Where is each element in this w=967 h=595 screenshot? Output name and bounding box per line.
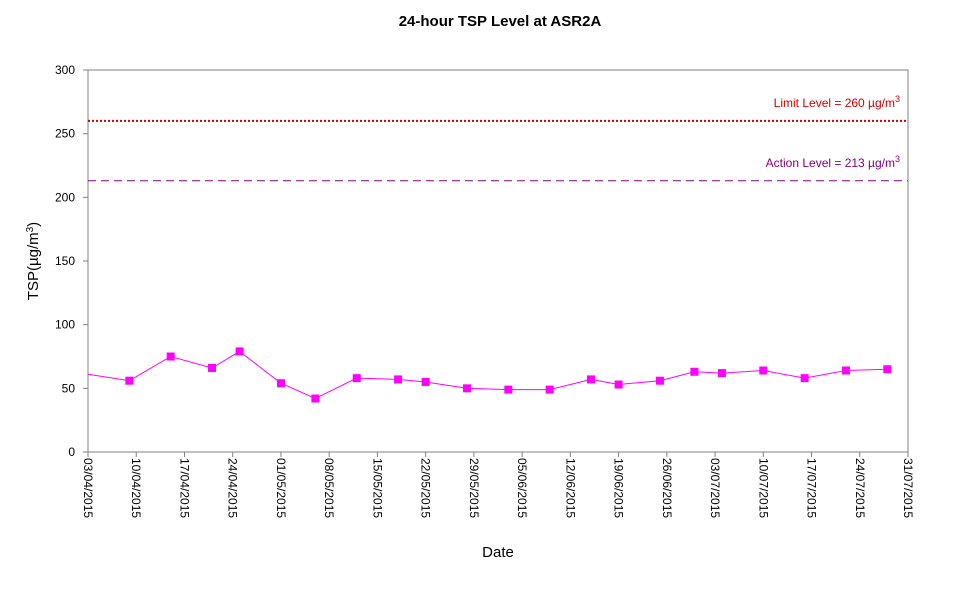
data-point bbox=[759, 366, 768, 375]
x-tick-label: 10/04/2015 bbox=[129, 458, 143, 518]
x-tick-label: 17/04/2015 bbox=[177, 458, 191, 518]
data-point bbox=[394, 375, 403, 384]
x-tick-label: 03/04/2015 bbox=[81, 458, 95, 518]
data-point bbox=[841, 366, 850, 375]
plot-area bbox=[87, 69, 909, 453]
y-axis-label-suffix: ) bbox=[25, 222, 42, 227]
x-tick-label: 01/05/2015 bbox=[274, 458, 288, 518]
data-point bbox=[462, 384, 471, 393]
x-axis: 03/04/2015 10/04/2015 17/04/2015 24/04/2015… bbox=[81, 452, 915, 518]
series-line bbox=[87, 350, 888, 400]
x-tick-label: 24/07/2015 bbox=[853, 458, 867, 518]
data-point bbox=[276, 379, 285, 388]
x-tick-label: 05/06/2015 bbox=[515, 458, 529, 518]
y-axis-label-superscript: 3 bbox=[25, 226, 36, 232]
data-point bbox=[352, 374, 361, 383]
data-point bbox=[587, 375, 596, 384]
x-tick-label: 10/07/2015 bbox=[756, 458, 770, 518]
reference-label-text: Action Level = 213 µg/m bbox=[766, 156, 895, 170]
data-point bbox=[208, 363, 217, 372]
x-tick-label: 26/06/2015 bbox=[660, 458, 674, 518]
data-point bbox=[883, 365, 892, 374]
x-tick-label: 19/06/2015 bbox=[612, 458, 626, 518]
limit-level-label: Limit Level = 260 µg/m3 bbox=[774, 94, 900, 110]
y-tick-label: 0 bbox=[68, 445, 75, 459]
y-tick-label: 300 bbox=[55, 63, 75, 77]
x-tick-label: 29/05/2015 bbox=[467, 458, 481, 518]
data-point bbox=[235, 347, 244, 356]
x-tick-label: 31/07/2015 bbox=[901, 458, 915, 518]
data-point bbox=[504, 385, 513, 394]
data-point bbox=[421, 377, 430, 386]
x-tick-label: 08/05/2015 bbox=[322, 458, 336, 518]
data-point bbox=[717, 369, 726, 378]
data-point bbox=[655, 376, 664, 385]
y-axis: 0 50 100 150 200 250 300 bbox=[55, 63, 88, 459]
x-tick-label: 12/06/2015 bbox=[563, 458, 577, 518]
reference-label-text: Limit Level = 260 µg/m bbox=[774, 96, 895, 110]
data-point bbox=[545, 385, 554, 394]
x-axis-label: Date bbox=[482, 544, 514, 561]
y-tick-label: 200 bbox=[55, 190, 75, 204]
y-tick-label: 250 bbox=[55, 127, 75, 141]
reference-label-superscript: 3 bbox=[895, 94, 900, 104]
x-tick-label: 15/05/2015 bbox=[370, 458, 384, 518]
x-tick-label: 24/04/2015 bbox=[226, 458, 240, 518]
data-point bbox=[800, 374, 809, 383]
x-tick-label: 03/07/2015 bbox=[708, 458, 722, 518]
data-point bbox=[614, 380, 623, 389]
y-axis-label-main: TSP(µg/m bbox=[25, 232, 42, 300]
data-point bbox=[125, 376, 134, 385]
x-tick-label: 22/05/2015 bbox=[419, 458, 433, 518]
action-level-label: Action Level = 213 µg/m3 bbox=[766, 154, 900, 170]
x-tick-label: 17/07/2015 bbox=[805, 458, 819, 518]
y-tick-label: 100 bbox=[55, 318, 75, 332]
series-layer bbox=[87, 347, 892, 403]
data-point bbox=[166, 352, 175, 361]
data-point bbox=[690, 367, 699, 376]
y-tick-label: 50 bbox=[62, 381, 76, 395]
y-tick-label: 150 bbox=[55, 254, 75, 268]
chart-title: 24-hour TSP Level at ASR2A bbox=[399, 13, 602, 30]
data-point bbox=[311, 394, 320, 403]
reference-label-superscript: 3 bbox=[895, 154, 900, 164]
y-axis-label: TSP(µg/m3) bbox=[25, 222, 43, 300]
